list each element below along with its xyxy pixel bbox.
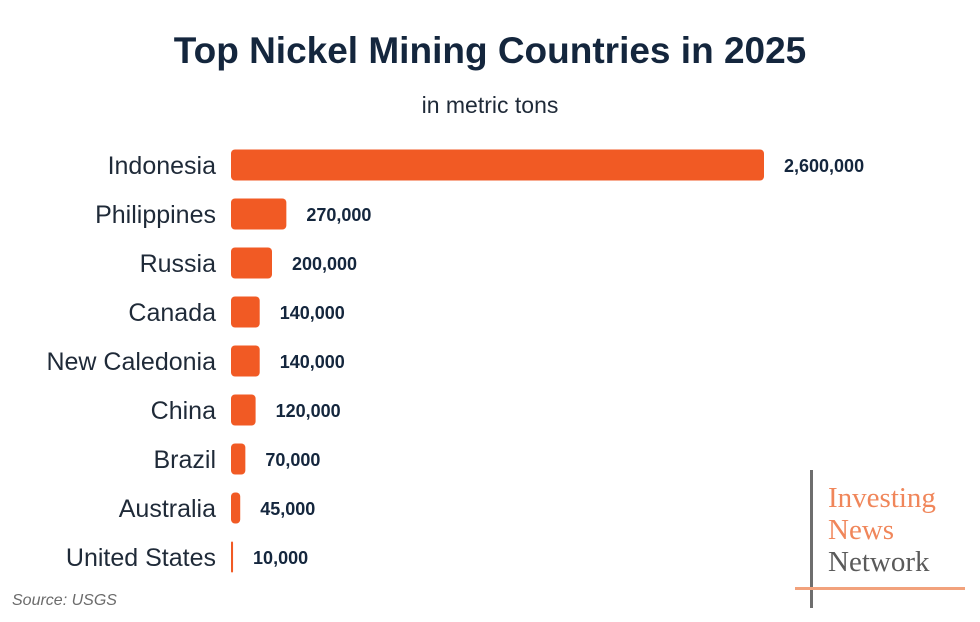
category-label-united-states: United States — [66, 544, 216, 572]
bar-china — [231, 394, 256, 426]
logo-word-network: Network — [828, 546, 930, 578]
logo-vertical-rule — [810, 470, 813, 608]
category-label-china: China — [151, 397, 216, 425]
value-label-russia: 200,000 — [292, 254, 357, 274]
source-note: Source: USGS — [12, 592, 117, 609]
value-label-china: 120,000 — [276, 401, 341, 421]
value-label-canada: 140,000 — [280, 303, 345, 323]
bar-philippines — [231, 198, 287, 230]
value-label-indonesia: 2,600,000 — [784, 156, 864, 176]
value-label-brazil: 70,000 — [265, 450, 320, 470]
value-label-new-caledonia: 140,000 — [280, 352, 345, 372]
chart-subtitle: in metric tons — [421, 92, 559, 118]
logo-word-investing: Investing — [828, 482, 936, 514]
category-label-australia: Australia — [119, 495, 216, 523]
value-label-united-states: 10,000 — [253, 548, 308, 568]
logo-horizontal-rule — [795, 587, 965, 590]
category-label-russia: Russia — [140, 250, 217, 278]
category-label-indonesia: Indonesia — [108, 152, 217, 180]
bar-united-states — [231, 541, 234, 573]
value-label-australia: 45,000 — [260, 499, 315, 519]
bar-australia — [231, 492, 241, 524]
category-label-philippines: Philippines — [95, 201, 216, 229]
value-label-philippines: 270,000 — [306, 205, 371, 225]
category-label-brazil: Brazil — [153, 446, 216, 474]
investing-news-network-logo: Investing News Network — [790, 470, 970, 610]
bar-canada — [231, 296, 260, 328]
logo-word-news: News — [828, 514, 895, 546]
bar-brazil — [231, 443, 246, 475]
bar-new-caledonia — [231, 345, 260, 377]
bar-russia — [231, 247, 272, 279]
category-label-new-caledonia: New Caledonia — [46, 348, 216, 376]
chart-title: Top Nickel Mining Countries in 2025 — [173, 30, 807, 71]
bar-indonesia — [231, 149, 764, 181]
category-label-canada: Canada — [128, 299, 216, 327]
